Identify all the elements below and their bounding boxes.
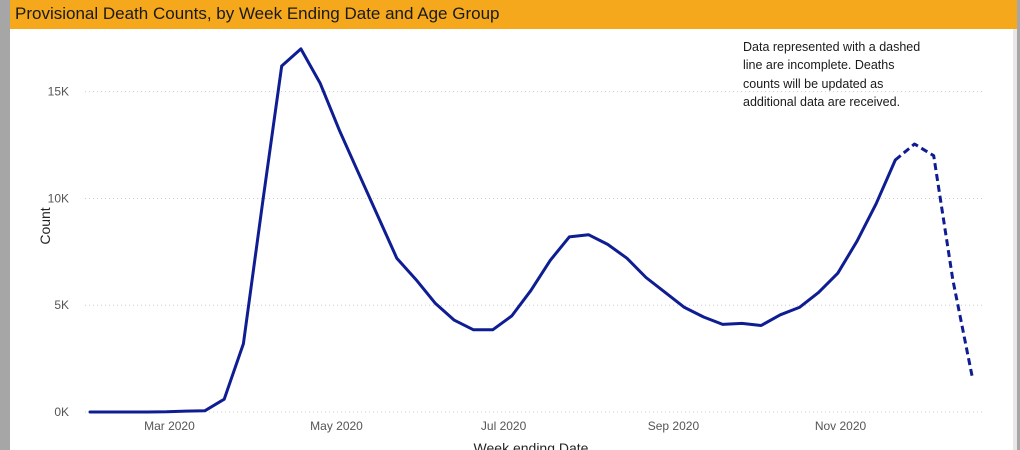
y-axis-ticks: 0K 5K 10K 15K	[48, 85, 69, 419]
line-chart: 0K 5K 10K 15K Mar 2020 May 2020 Jul 2020 Sep 2…	[37, 47, 982, 450]
gridlines	[85, 91, 982, 413]
x-tick-label: May 2020	[310, 419, 363, 433]
y-tick-label: 5K	[54, 298, 69, 312]
y-tick-label: 15K	[48, 85, 69, 99]
x-tick-label: Jul 2020	[481, 419, 527, 433]
x-tick-label: Mar 2020	[144, 419, 195, 433]
x-tick-label: Nov 2020	[815, 419, 867, 433]
y-tick-label: 0K	[54, 405, 69, 419]
title-bar: Provisional Death Counts, by Week Ending…	[10, 0, 1017, 29]
incomplete-series-line	[894, 142, 974, 376]
x-tick-label: Sep 2020	[648, 419, 700, 433]
series-line	[88, 47, 897, 414]
series-lines	[88, 47, 974, 414]
chart-title: Provisional Death Counts, by Week Ending…	[15, 4, 500, 23]
x-axis-title: Week ending Date	[474, 440, 589, 450]
y-tick-label: 10K	[48, 191, 69, 205]
incomplete-data-note: Data represented with a dashed line are …	[743, 40, 921, 109]
y-axis-title: Count	[37, 207, 53, 244]
panel-edge	[1013, 29, 1017, 450]
chart-panel: Provisional Death Counts, by Week Ending…	[10, 0, 1017, 450]
x-axis-ticks: Mar 2020 May 2020 Jul 2020 Sep 2020 Nov 2020	[144, 419, 866, 433]
